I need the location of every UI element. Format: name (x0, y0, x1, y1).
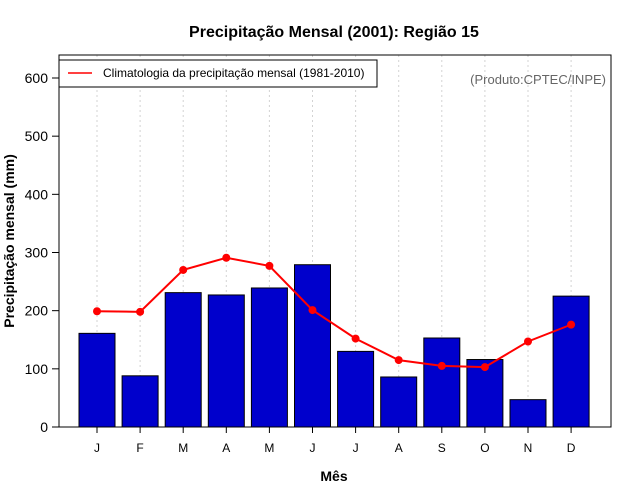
bar (294, 264, 331, 428)
bar (121, 375, 159, 428)
x-tick-label: J (310, 441, 316, 455)
climatology-point (265, 261, 274, 270)
climatology-point (480, 363, 489, 372)
bar (250, 287, 288, 428)
y-tick-label: 300 (25, 245, 49, 261)
climatology-point (136, 307, 145, 316)
climatology-point (394, 356, 403, 365)
y-tick-label: 600 (25, 70, 49, 86)
x-tick-label: N (524, 441, 533, 455)
x-tick-label: M (264, 441, 274, 455)
climatology-point (524, 337, 532, 346)
climatology-point (437, 361, 446, 370)
x-tick-label: J (94, 441, 100, 455)
x-axis-title: Mês (320, 468, 347, 484)
y-tick-label: 500 (25, 128, 49, 144)
x-tick-label: F (136, 441, 143, 455)
climatology-point (351, 334, 360, 343)
climatology-point (222, 253, 231, 262)
bar (380, 376, 418, 428)
bar (164, 292, 202, 428)
x-tick-label: A (222, 441, 230, 455)
bar (78, 332, 116, 428)
legend: Climatologia da precipitação mensal (198… (58, 59, 378, 88)
x-tick-label: A (395, 441, 403, 455)
y-tick-label: 200 (25, 303, 49, 319)
y-axis-title: Precipitação mensal (mm) (1, 154, 17, 328)
chart-title: Precipitação Mensal (2001): Região 15 (189, 24, 479, 41)
y-tick-label: 0 (40, 419, 48, 435)
climatology-point (567, 320, 576, 329)
x-tick-label: D (567, 441, 576, 455)
legend-entry-climatology: Climatologia da precipitação mensal (198… (103, 66, 364, 80)
plot-frame (58, 54, 612, 428)
climatology-point (93, 307, 101, 316)
bar (337, 350, 375, 428)
bar (423, 337, 461, 428)
climatology-line (96, 256, 572, 369)
x-tick-label: O (480, 441, 489, 455)
climatology-point (179, 265, 188, 274)
bar (207, 294, 245, 428)
x-tick-label: S (438, 441, 446, 455)
y-tick-label: 100 (25, 361, 49, 377)
x-tick-label: M (178, 441, 188, 455)
bar (509, 399, 547, 428)
y-axis: 0 100 200 300 400 500 600 (25, 70, 59, 435)
source-credit: (Produto:CPTEC/INPE) (470, 72, 606, 87)
x-tick-label: J (353, 441, 359, 455)
climatology-line-series (93, 253, 576, 372)
y-tick-label: 400 (25, 186, 49, 202)
bar (552, 295, 590, 428)
bar-series (78, 264, 590, 428)
climatology-point (308, 306, 317, 315)
legend-box (58, 59, 378, 88)
